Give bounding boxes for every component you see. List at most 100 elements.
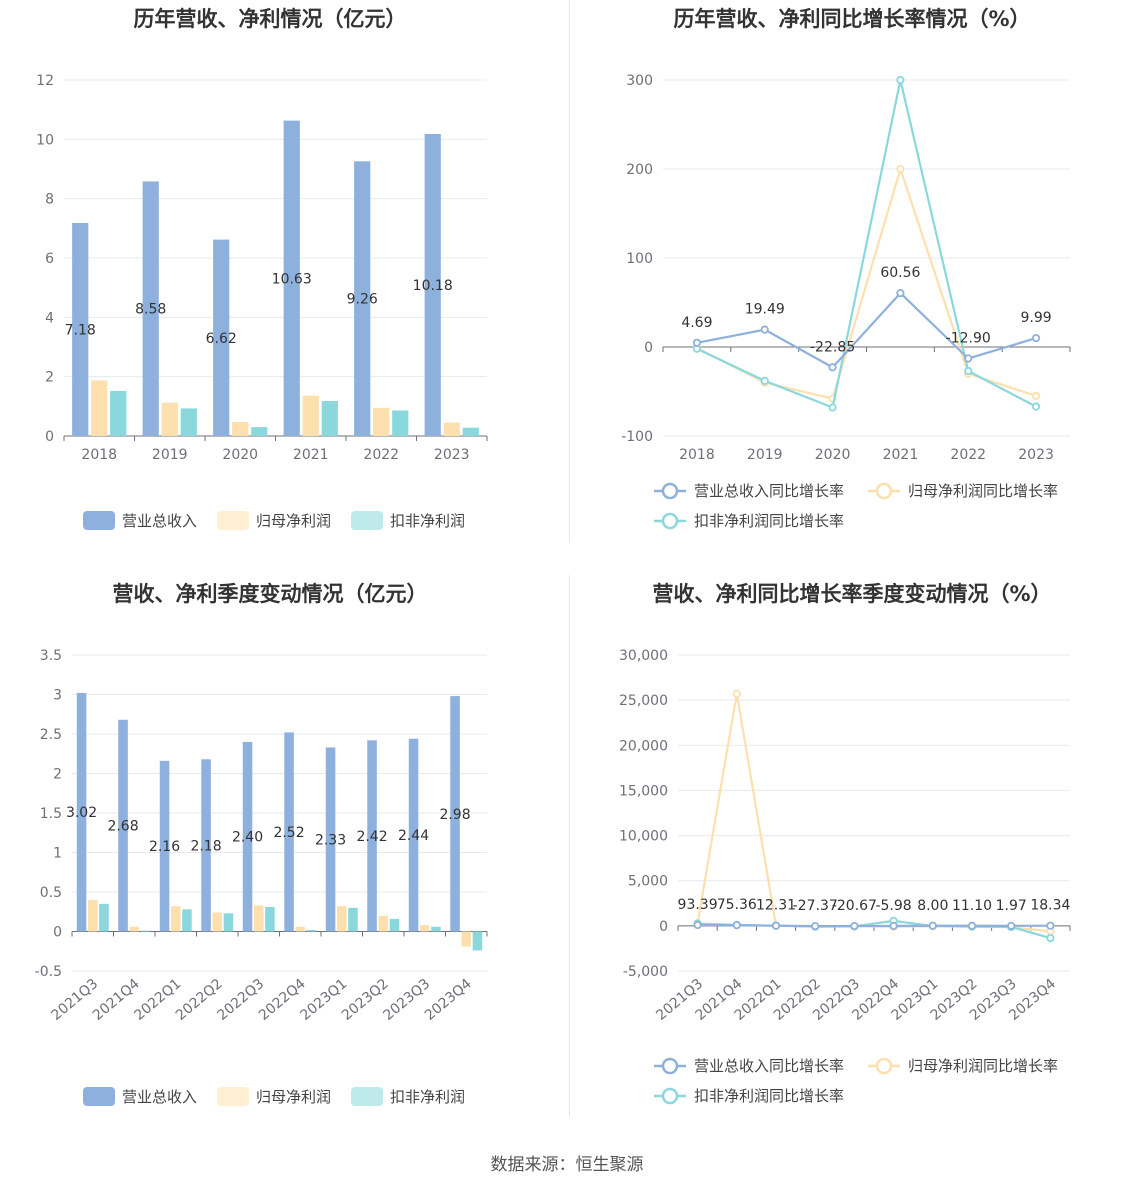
vertical-divider-top — [569, 0, 570, 542]
bar-1 — [76, 692, 87, 932]
data-label: 6.62 — [206, 331, 237, 347]
series-point-1 — [1031, 334, 1041, 343]
y-tick-label: 8 — [45, 192, 54, 208]
y-tick-label: 0 — [644, 340, 653, 356]
series-line-1 — [697, 923, 1051, 928]
bar-2 — [170, 906, 181, 932]
x-tick-label: 2021 — [883, 447, 919, 463]
y-tick-label: 6 — [45, 251, 54, 267]
data-label: 11.10 — [952, 898, 992, 914]
series-point-2 — [896, 164, 905, 174]
bar-1 — [72, 222, 89, 436]
series-point-1 — [692, 338, 702, 347]
series-point-1 — [850, 921, 859, 931]
bar-1 — [424, 133, 441, 436]
series-point-3 — [896, 75, 905, 85]
bar-2 — [129, 926, 140, 932]
bar-2 — [91, 380, 108, 436]
bar-3 — [99, 903, 109, 932]
series-point-1 — [889, 921, 898, 931]
bar-2 — [461, 931, 472, 947]
series-point-1 — [811, 922, 820, 931]
y-tick-label: 3.5 — [40, 648, 62, 664]
bar-1 — [284, 732, 294, 932]
y-tick-label: 5,000 — [628, 874, 668, 890]
x-tick-label: 2023Q4 — [422, 976, 475, 1024]
bar-2 — [161, 402, 178, 436]
series-point-1 — [896, 289, 905, 298]
panel-quarterly-amounts: 营收、净利季度变动情况（亿元） -0.5 0 0.5 1 1.5 2 2.5 3 3.5 2021Q… — [0, 575, 569, 1125]
legend-label: 营业总收入 — [122, 512, 197, 530]
y-tick-label: 4 — [45, 310, 54, 326]
data-label: 2.33 — [315, 832, 346, 848]
series-point-1 — [828, 363, 837, 372]
legend-label: 归母净利润同比增长率 — [908, 482, 1058, 500]
bar-2 — [232, 422, 249, 436]
bar-1 — [242, 741, 253, 932]
y-tick-label: 10,000 — [619, 829, 668, 845]
bar-2 — [253, 905, 264, 932]
y-tick-label: 15,000 — [619, 783, 668, 799]
data-label: 2.18 — [190, 838, 221, 854]
legend-marker — [661, 482, 679, 500]
data-label: 8.00 — [917, 898, 948, 914]
y-tick-label: 200 — [626, 162, 653, 178]
chart-title: 历年营收、净利同比增长率情况（%） — [673, 7, 1030, 31]
bar-2 — [419, 925, 430, 932]
y-tick-label: 0 — [659, 919, 668, 935]
bar-2 — [295, 926, 306, 932]
bar-2 — [443, 422, 460, 436]
series-point-3 — [828, 403, 837, 412]
x-tick-label: 2023 — [1018, 447, 1054, 463]
bar-1 — [354, 161, 371, 436]
quarterly-growth-chart: 营收、净利同比增长率季度变动情况（%） -5,000 0 5,000 10,000 15,… — [619, 582, 1071, 1105]
series-line-2 — [696, 165, 1037, 400]
series-point-1 — [1007, 921, 1016, 930]
bar-1 — [118, 719, 128, 932]
data-label: 9.99 — [1020, 310, 1051, 326]
series-point-3 — [964, 366, 973, 376]
series-point-3 — [760, 376, 769, 385]
legend-swatch — [83, 1087, 115, 1106]
data-label: 7.18 — [65, 322, 96, 338]
y-tick-label: 100 — [626, 251, 653, 267]
data-label: 4.69 — [681, 315, 712, 331]
y-tick-label: 300 — [626, 73, 653, 89]
bar-3 — [321, 400, 338, 436]
bar-3 — [223, 913, 234, 932]
y-tick-label: 0.5 — [40, 885, 62, 901]
data-label: 93.39 — [678, 897, 718, 913]
y-tick-label: -100 — [621, 429, 653, 445]
legend-swatch — [83, 511, 115, 530]
bar-1 — [450, 696, 460, 932]
series-point-1 — [928, 921, 937, 930]
x-tick-label: 2022 — [950, 447, 986, 463]
series-point-1 — [967, 921, 977, 930]
data-label: 2.16 — [149, 839, 180, 855]
chart-title: 历年营收、净利情况（亿元） — [134, 7, 407, 31]
legend-marker — [661, 1057, 679, 1075]
bar-3 — [389, 918, 400, 932]
data-label: 2.68 — [107, 819, 138, 835]
bar-1 — [213, 239, 230, 436]
bar-1 — [408, 738, 419, 932]
series-point-1 — [732, 921, 741, 930]
bar-3 — [265, 907, 275, 932]
data-label: 3.02 — [66, 805, 97, 821]
series-line-3 — [696, 79, 1037, 410]
data-label: 18.34 — [1030, 898, 1070, 914]
bar-2 — [302, 395, 319, 436]
bar-1 — [325, 747, 336, 932]
data-label: -12.90 — [946, 330, 991, 346]
bar-2 — [87, 899, 98, 932]
chart-title: 营收、净利同比增长率季度变动情况（%） — [652, 582, 1051, 606]
y-tick-label: 30,000 — [619, 648, 668, 664]
data-label: -22.85 — [810, 339, 855, 355]
y-tick-label: 1 — [53, 846, 62, 862]
data-label: 2.44 — [398, 828, 429, 844]
legend-label: 扣非净利润同比增长率 — [694, 512, 844, 530]
x-tick-label: 2021 — [293, 447, 329, 463]
data-label: -27.37 — [793, 898, 838, 914]
legend-marker — [661, 1087, 679, 1105]
data-label: 12.31 — [756, 898, 796, 914]
